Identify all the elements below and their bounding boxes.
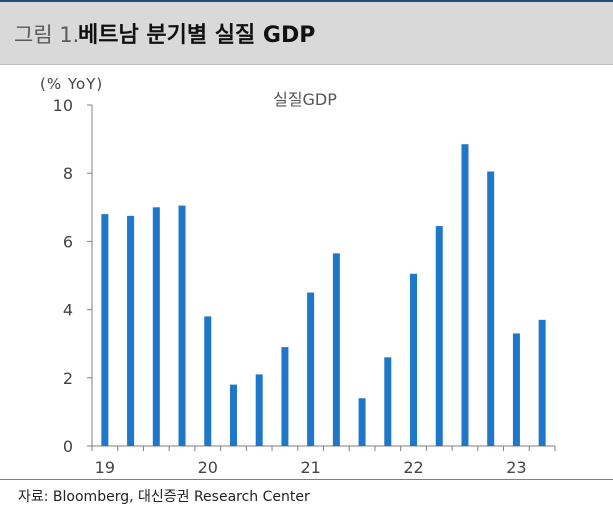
bar-22Q3 xyxy=(461,144,469,446)
y-tick-label: 2 xyxy=(63,369,73,388)
bar-19Q4 xyxy=(178,205,186,446)
bar-22Q2 xyxy=(435,226,443,446)
bar-21Q4 xyxy=(384,357,392,446)
x-tick-label: 21 xyxy=(300,458,320,477)
bar-21Q3 xyxy=(358,398,366,446)
bottom-rule xyxy=(0,479,613,480)
figure-title: 베트남 분기별 실질 GDP xyxy=(78,23,316,48)
bar-20Q3 xyxy=(255,374,263,446)
figure-header: 그림 1. 베트남 분기별 실질 GDP xyxy=(0,2,613,64)
top-rule xyxy=(0,0,613,2)
x-tick-label: 22 xyxy=(403,458,423,477)
y-tick-label: 4 xyxy=(63,301,73,320)
bar-22Q1 xyxy=(410,273,418,446)
legend-label: 실질GDP xyxy=(273,90,337,109)
bar-20Q2 xyxy=(229,384,237,446)
bar-19Q2 xyxy=(127,215,135,446)
bar-21Q1 xyxy=(307,292,315,446)
bar-22Q4 xyxy=(487,171,495,446)
bar-23Q1 xyxy=(512,333,520,446)
source-note: 자료: Bloomberg, 대신증권 Research Center xyxy=(18,489,310,505)
x-tick-label: 19 xyxy=(95,458,115,477)
bar-19Q1 xyxy=(101,214,109,446)
x-tick-label: 23 xyxy=(506,458,526,477)
figure-number: 그림 1. xyxy=(14,23,80,47)
bar-chart: 0 2 4 6 8 10 19 20 21 22 23 실질GDP xyxy=(53,90,556,477)
y-tick-label: 8 xyxy=(63,164,73,183)
bar-19Q3 xyxy=(152,207,160,446)
y-tick-label: 10 xyxy=(53,96,73,115)
header-rule xyxy=(0,64,613,65)
y-tick-label: 6 xyxy=(63,232,73,251)
bar-23Q2 xyxy=(538,319,546,446)
bar-20Q1 xyxy=(204,316,212,446)
bar-20Q4 xyxy=(281,347,289,446)
bar-21Q2 xyxy=(332,253,340,446)
y-axis-unit-label: (% YoY) xyxy=(40,75,104,93)
y-tick-label: 0 xyxy=(63,437,73,456)
x-tick-label: 20 xyxy=(198,458,218,477)
